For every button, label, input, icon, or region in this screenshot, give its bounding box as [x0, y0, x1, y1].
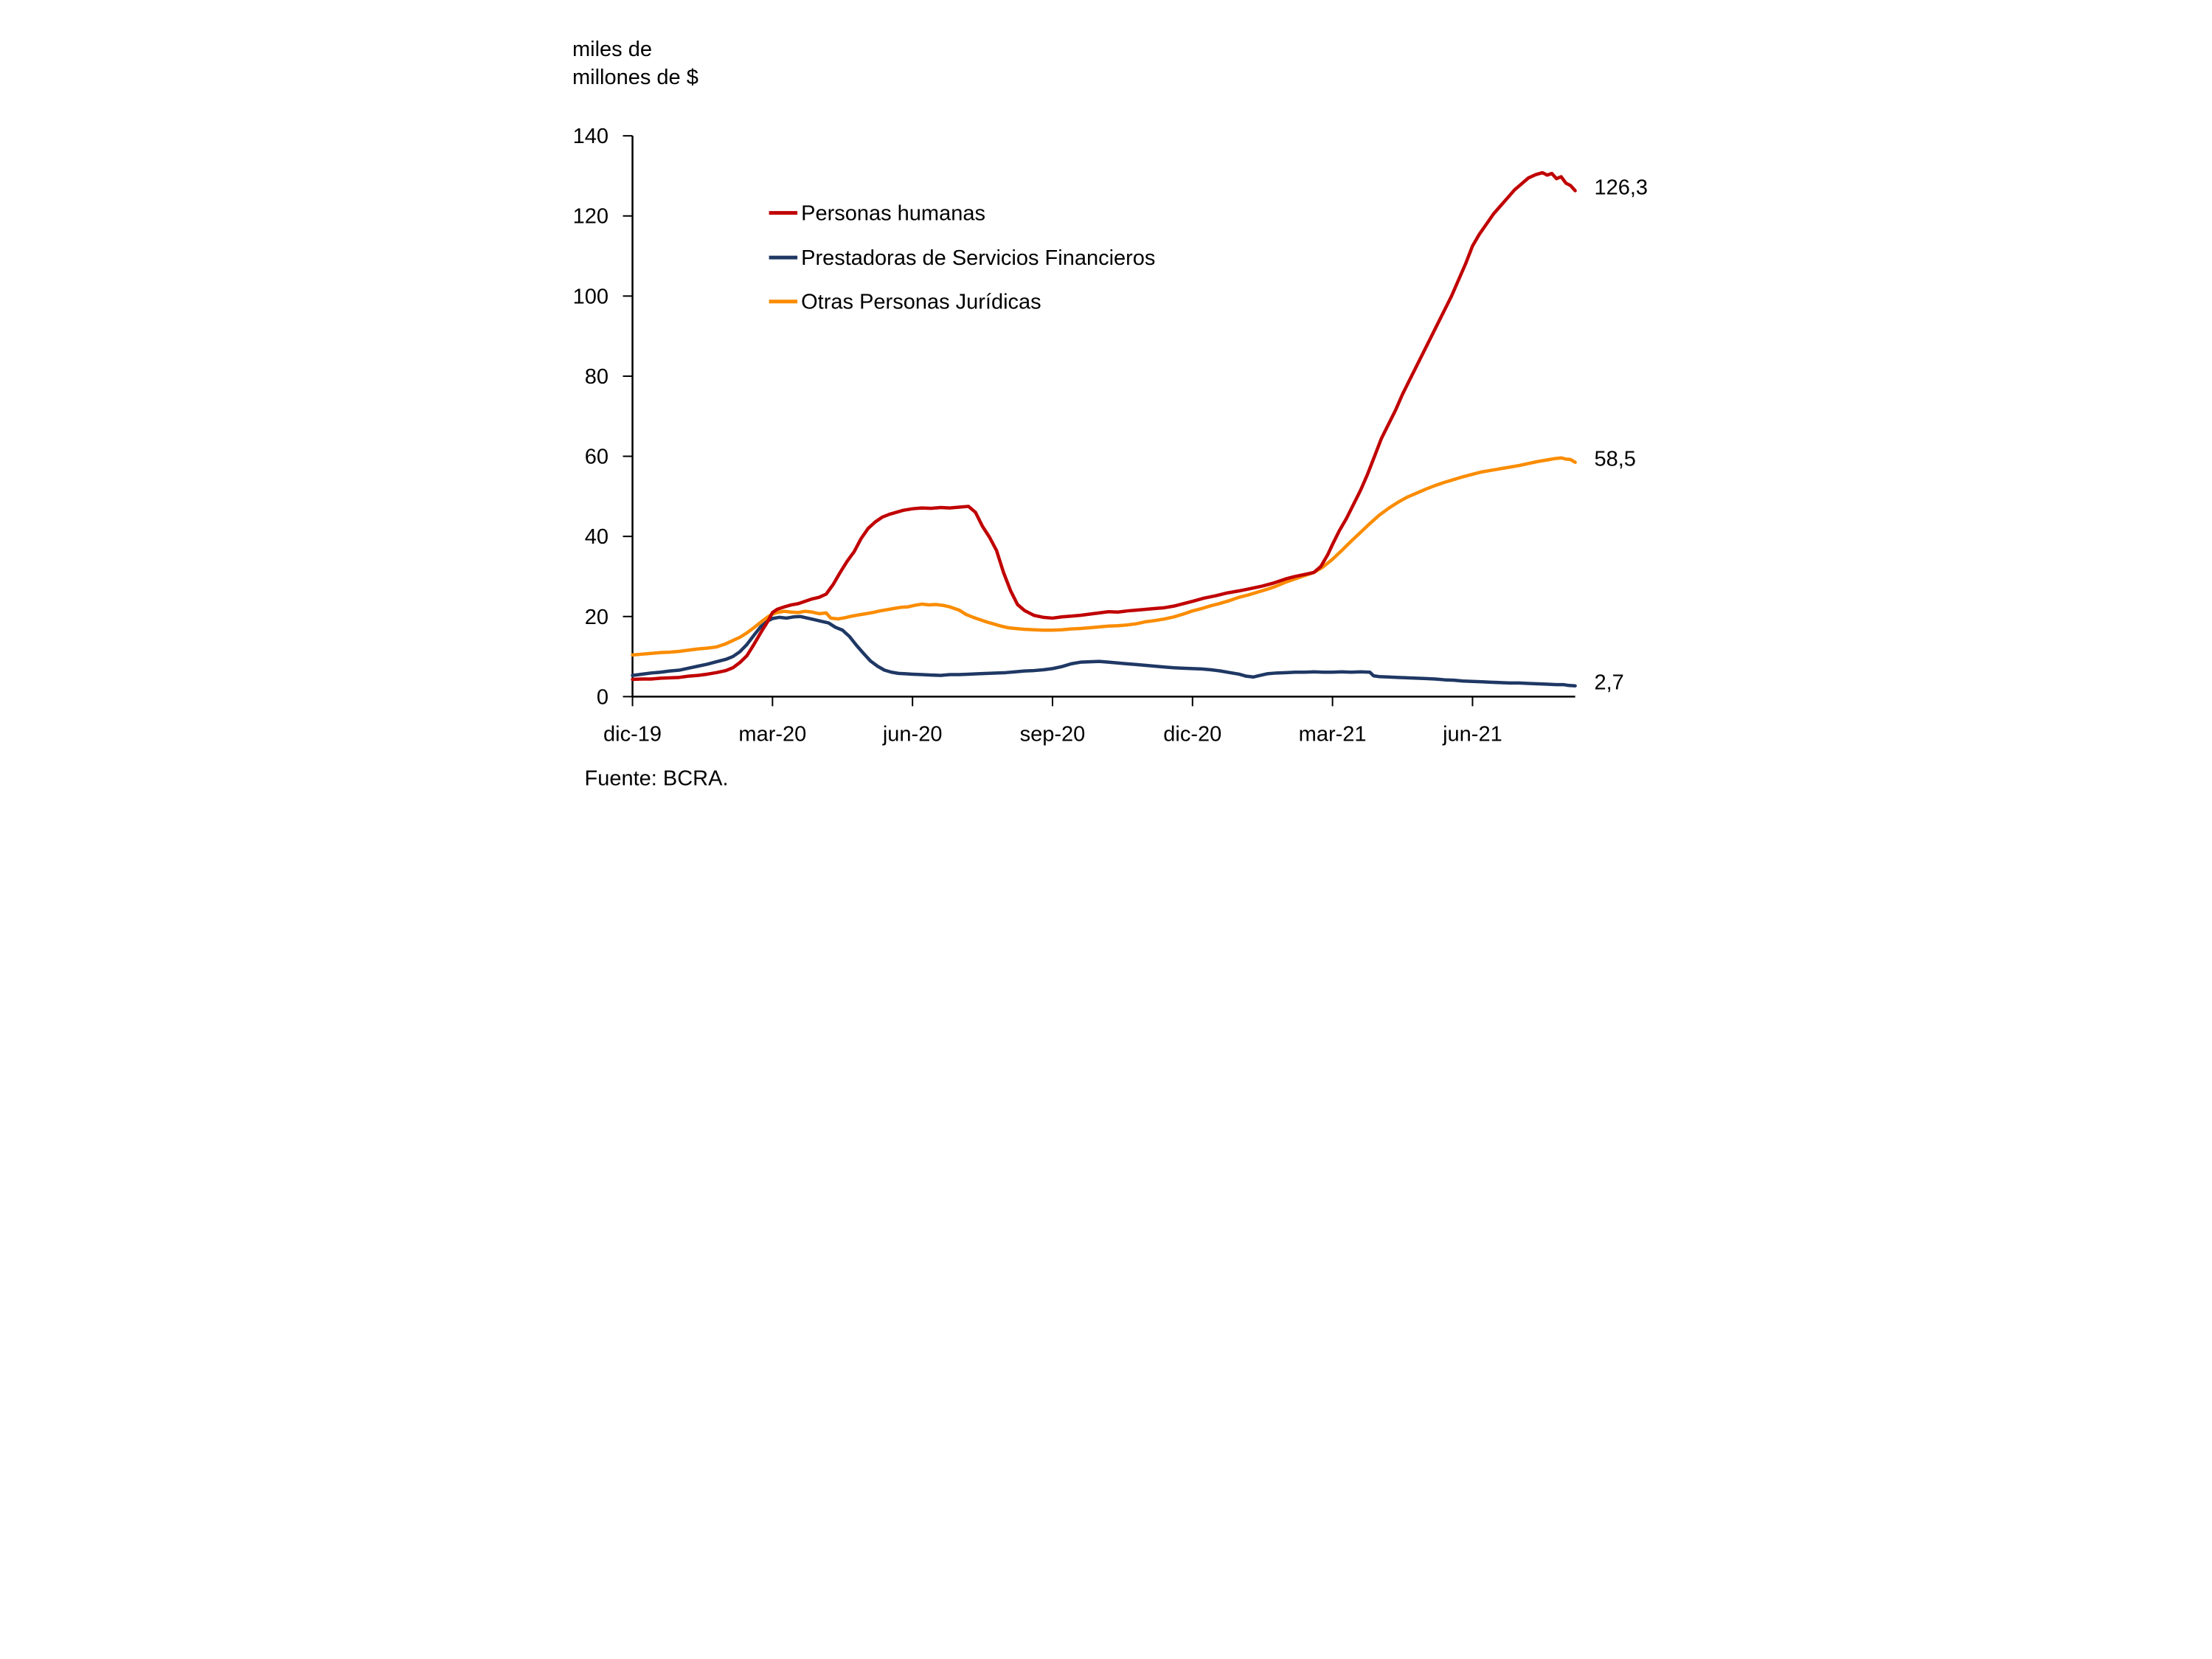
end-label-prestadoras-de-servicios-financieros: 2,7 [1594, 671, 1623, 695]
y-axis: 0 20 40 60 80 100 120 140 [572, 125, 634, 709]
series-end-labels: 2,7 58,5 126,3 [1594, 176, 1648, 695]
axis-unit-title-line2: millones de $ [572, 66, 698, 89]
y-axis-tick-label: 60 [584, 446, 608, 469]
x-axis-tick-label: mar-20 [738, 722, 806, 746]
data-series-lines [630, 170, 1577, 688]
axis-unit-title-line1: miles de [572, 38, 652, 61]
x-axis: dic-19 mar-20 jun-20 sep-20 dic-20 mar-21 jun-… [603, 696, 1575, 746]
end-label-otras-personas-jur-dicas: 58,5 [1594, 448, 1635, 471]
x-axis-tick-label: sep-20 [1019, 722, 1085, 746]
y-axis-tick-label: 0 [596, 685, 608, 709]
legend-item-otras-personas-jur-dicas: Otras Personas Jurídicas [769, 291, 1041, 314]
y-axis-tick-label: 40 [584, 525, 608, 549]
x-axis-tick-label: jun-20 [881, 722, 942, 746]
legend-item-prestadoras-de-servicios-financieros: Prestadoras de Servicios Financieros [769, 246, 1155, 270]
x-axis-tick-label: mar-21 [1298, 722, 1366, 746]
legend-item-label: Prestadoras de Servicios Financieros [801, 246, 1155, 270]
legend-item-label: Personas humanas [801, 202, 985, 226]
x-axis-tick-label: dic-19 [603, 722, 662, 746]
series-line-prestadoras-de-servicios-financieros [630, 614, 1577, 688]
legend: Personas humanas Prestadoras de Servicios… [769, 202, 1155, 314]
chart-page: miles de millones de $ 0 20 40 60 80 100 120 14… [552, 0, 1660, 830]
y-axis-tick-label: 120 [572, 205, 608, 229]
series-line-personas-humanas [630, 170, 1577, 682]
legend-item-personas-humanas: Personas humanas [769, 202, 985, 226]
y-axis-tick-label: 100 [572, 285, 608, 308]
source-note: Fuente: BCRA. [584, 766, 728, 790]
x-axis-tick-label: dic-20 [1163, 722, 1221, 746]
end-label-personas-humanas: 126,3 [1594, 176, 1648, 200]
x-axis-tick-label: jun-21 [1442, 722, 1502, 746]
y-axis-tick-label: 80 [584, 365, 608, 389]
y-axis-tick-label: 140 [572, 125, 608, 148]
legend-item-label: Otras Personas Jurídicas [801, 291, 1041, 314]
y-axis-tick-label: 20 [584, 606, 608, 629]
series-line-otras-personas-jur-dicas [630, 456, 1577, 657]
line-chart-canvas: miles de millones de $ 0 20 40 60 80 100 120 14… [572, 38, 1648, 790]
